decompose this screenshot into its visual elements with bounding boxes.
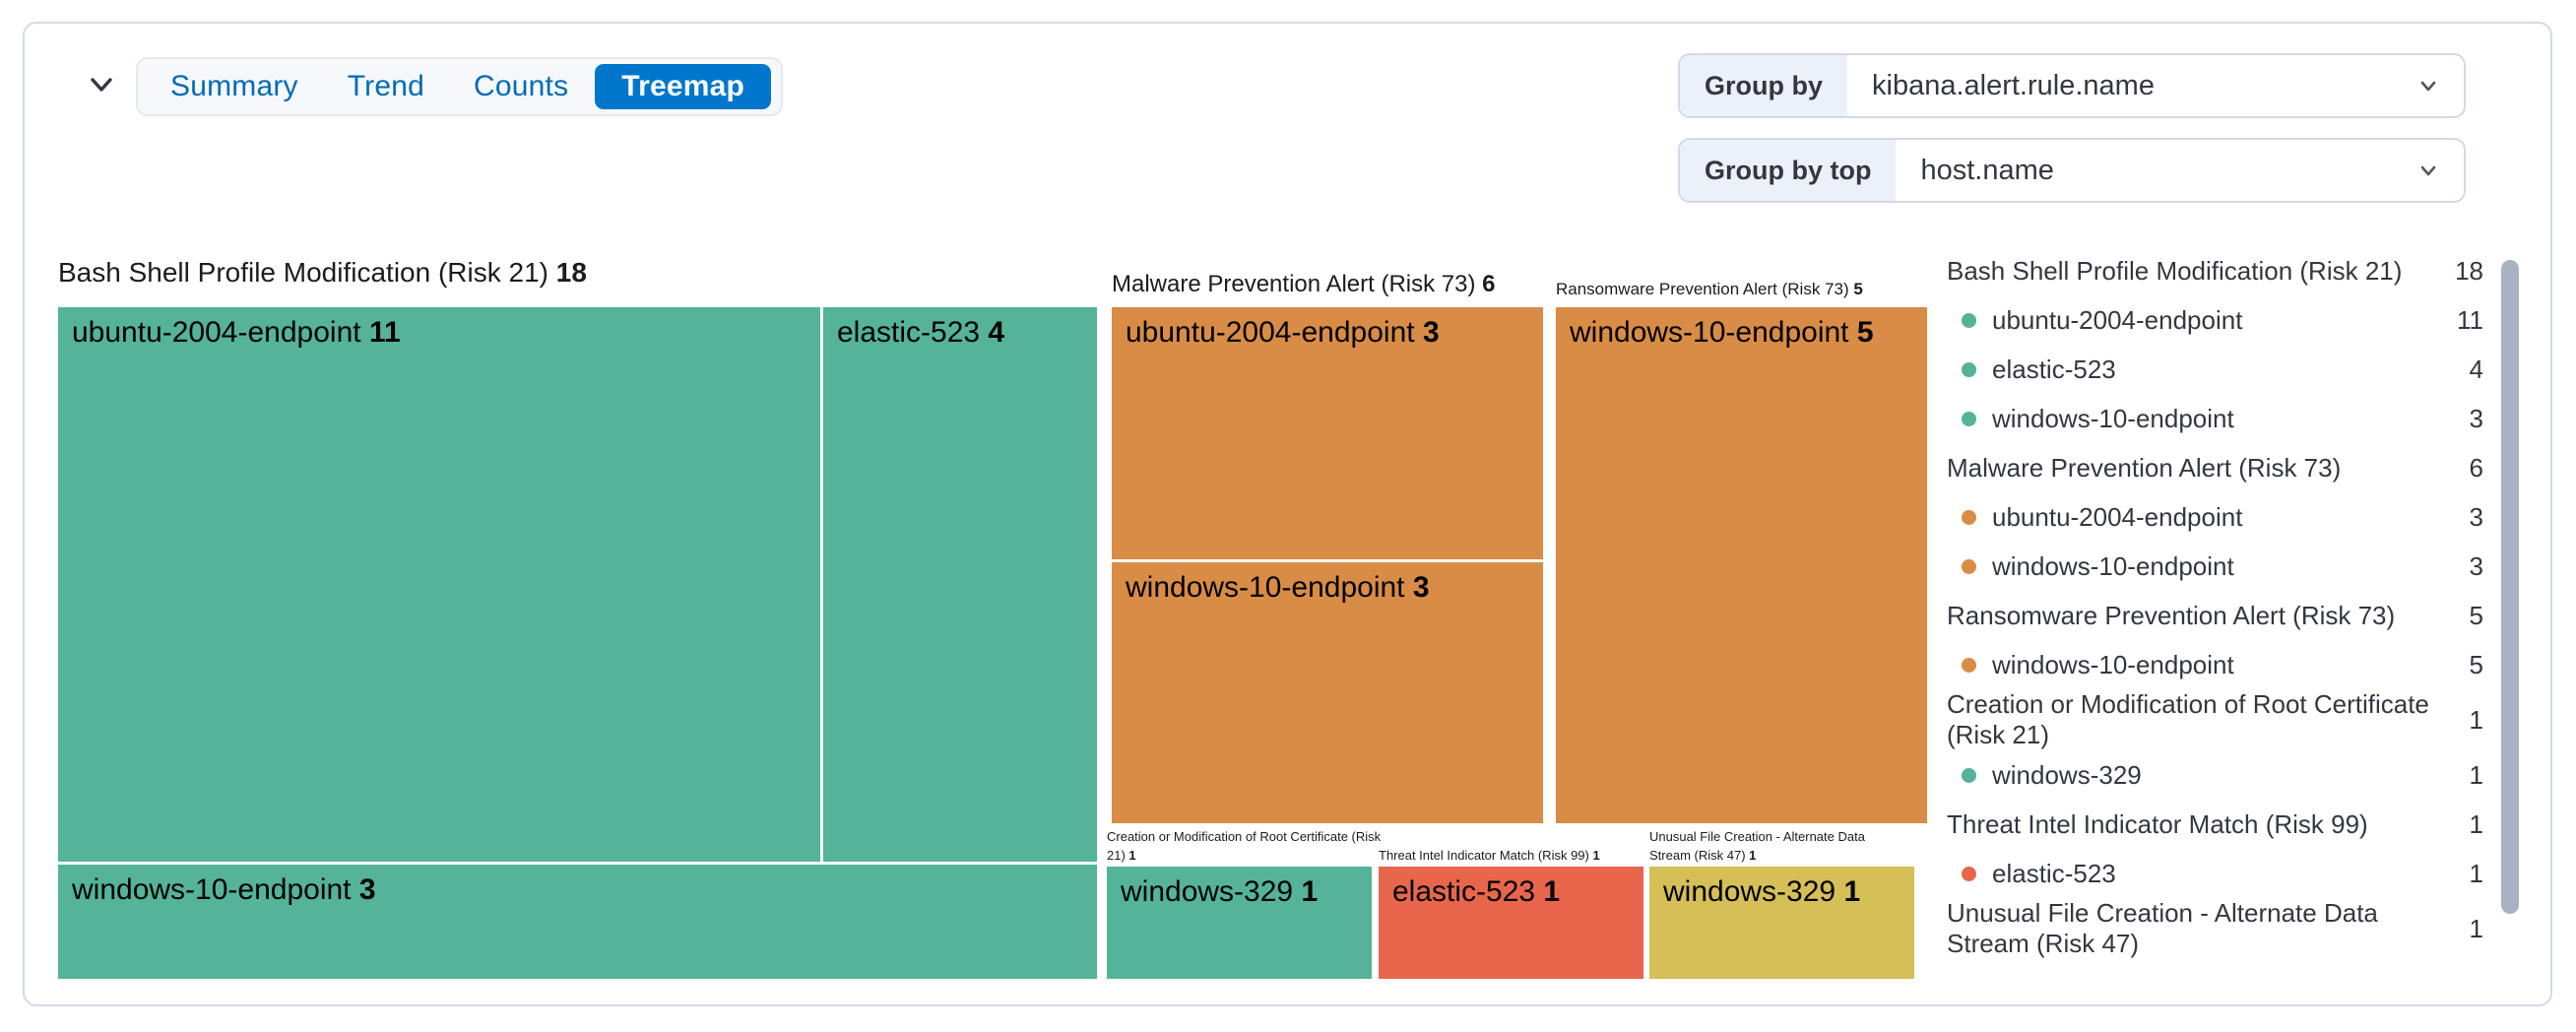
legend-scrollbar-track xyxy=(2501,250,2519,983)
legend-item[interactable]: Unusual File Creation - Alternate Data S… xyxy=(1947,898,2483,958)
legend-dot xyxy=(1962,361,1976,377)
legend-dot xyxy=(1962,657,1976,673)
legend-item[interactable]: Creation or Modification of Root Certifi… xyxy=(1947,689,2483,749)
tab-trend[interactable]: Trend xyxy=(323,59,449,114)
tab-counts[interactable]: Counts xyxy=(449,59,593,114)
treemap-group-header: Threat Intel Indicator Match (Risk 99) 1 xyxy=(1379,848,1600,863)
treemap-group-header: Creation or Modification of Root Certifi… xyxy=(1107,829,1382,863)
chevron-down-icon xyxy=(2415,140,2464,201)
legend-item[interactable]: elastic-523 1 xyxy=(1947,849,2483,898)
treemap-group-header: Malware Prevention Alert (Risk 73) 6 xyxy=(1112,271,1496,297)
legend-item[interactable]: windows-10-endpoint 3 xyxy=(1947,542,2483,591)
group-by-select[interactable]: Group by kibana.alert.rule.name xyxy=(1678,53,2466,118)
treemap-cell[interactable]: elastic-523 1 xyxy=(1379,867,1643,979)
legend-scrollbar-thumb[interactable] xyxy=(2501,260,2519,914)
treemap-cell[interactable]: ubuntu-2004-endpoint 11 xyxy=(58,307,820,862)
treemap-cell[interactable]: ubuntu-2004-endpoint 3 xyxy=(1112,307,1543,559)
treemap-group-header: Bash Shell Profile Modification (Risk 21… xyxy=(58,257,587,288)
legend-item[interactable]: Threat Intel Indicator Match (Risk 99) 1 xyxy=(1947,808,2483,839)
tab-summary[interactable]: Summary xyxy=(146,59,323,114)
treemap-cell[interactable]: windows-10-endpoint 3 xyxy=(58,865,1097,979)
legend-dot xyxy=(1962,509,1976,525)
treemap-cell[interactable]: windows-10-endpoint 3 xyxy=(1112,562,1543,823)
chevron-down-icon xyxy=(82,65,121,104)
group-by-top-select[interactable]: Group by top host.name xyxy=(1678,138,2466,203)
legend-dot xyxy=(1962,767,1976,783)
legend-item[interactable]: windows-10-endpoint 5 xyxy=(1947,640,2483,689)
treemap-cell[interactable]: windows-329 1 xyxy=(1649,867,1914,979)
alerts-panel-card: Summary Trend Counts Treemap Group by ki… xyxy=(23,22,2552,1006)
legend-item[interactable]: elastic-523 4 xyxy=(1947,345,2483,394)
alerts-legend: Bash Shell Profile Modification (Risk 21… xyxy=(1947,246,2483,959)
group-by-top-value: host.name xyxy=(1920,154,2054,186)
collapse-panel-button[interactable] xyxy=(76,59,127,110)
treemap-cell[interactable]: windows-10-endpoint 5 xyxy=(1556,307,1927,823)
treemap-cell[interactable]: windows-329 1 xyxy=(1107,867,1372,979)
legend-dot xyxy=(1962,411,1976,426)
legend-item[interactable]: ubuntu-2004-endpoint 3 xyxy=(1947,492,2483,542)
chevron-down-icon xyxy=(2415,55,2464,116)
legend-item[interactable]: Bash Shell Profile Modification (Risk 21… xyxy=(1947,255,2483,286)
legend-dot xyxy=(1962,312,1976,328)
treemap-cell[interactable]: elastic-523 4 xyxy=(823,307,1097,862)
legend-dot xyxy=(1962,558,1976,574)
treemap-group-header: Ransomware Prevention Alert (Risk 73) 5 xyxy=(1556,280,1863,298)
treemap-group-header: Unusual File Creation - Alternate Data S… xyxy=(1649,829,1865,863)
group-by-value: kibana.alert.rule.name xyxy=(1872,69,2155,101)
view-tab-group: Summary Trend Counts Treemap xyxy=(136,57,784,116)
tab-treemap[interactable]: Treemap xyxy=(595,64,772,109)
legend-item[interactable]: windows-329 1 xyxy=(1947,750,2483,800)
legend-item[interactable]: windows-10-endpoint 3 xyxy=(1947,394,2483,443)
group-by-top-label: Group by top xyxy=(1680,140,1897,201)
legend-item[interactable]: ubuntu-2004-endpoint 11 xyxy=(1947,295,2483,345)
legend-item[interactable]: Ransomware Prevention Alert (Risk 73) 5 xyxy=(1947,600,2483,630)
group-by-label: Group by xyxy=(1680,55,1847,116)
legend-item[interactable]: Malware Prevention Alert (Risk 73) 6 xyxy=(1947,452,2483,483)
legend-dot xyxy=(1962,866,1976,881)
